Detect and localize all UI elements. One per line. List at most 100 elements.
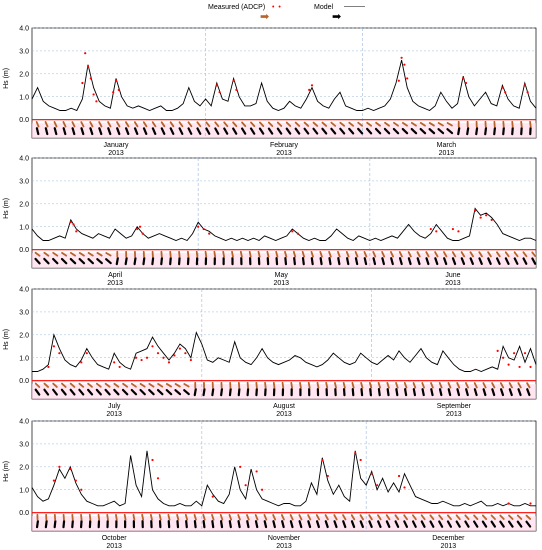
model-direction-arrow-icon	[385, 520, 391, 528]
measured-direction-arrow-icon	[34, 251, 41, 257]
model-direction-arrow-icon	[321, 127, 328, 135]
year-label: 2013	[273, 280, 289, 287]
measured-point	[504, 91, 507, 94]
measured-direction-arrow-icon	[508, 514, 514, 520]
measured-direction-arrow-icon	[386, 381, 390, 389]
measured-direction-arrow-icon	[214, 121, 220, 128]
measured-direction-arrow-icon	[43, 251, 50, 257]
measured-point	[244, 484, 247, 487]
y-tick-label: 0.0	[19, 247, 29, 254]
model-direction-arrow-icon	[53, 520, 57, 529]
measured-direction-arrow-icon	[425, 251, 430, 258]
model-direction-arrow-icon	[52, 388, 58, 396]
measured-point	[406, 77, 409, 80]
measured-direction-arrow-icon	[456, 382, 461, 389]
model-direction-arrow-icon	[35, 127, 40, 136]
model-direction-arrow-icon	[211, 520, 215, 529]
model-direction-arrow-icon	[193, 520, 197, 529]
model-direction-arrow-icon	[96, 258, 103, 265]
measured-direction-arrow-icon	[78, 382, 85, 388]
model-direction-arrow-icon	[89, 127, 94, 136]
measured-direction-arrow-icon	[464, 514, 470, 521]
measured-direction-arrow-icon	[438, 382, 443, 389]
model-direction-arrow-icon	[499, 520, 505, 528]
measured-point	[197, 225, 200, 228]
measured-point	[75, 230, 78, 233]
measured-direction-arrow-icon	[315, 514, 321, 521]
measured-point	[529, 502, 532, 505]
model-direction-arrow-icon	[272, 520, 276, 529]
measured-point	[457, 230, 460, 233]
model-direction-arrow-icon	[196, 127, 202, 135]
year-label: 2013	[108, 150, 124, 157]
measured-direction-arrow-icon	[186, 250, 190, 258]
measured-direction-arrow-icon	[465, 382, 469, 389]
measured-direction-arrow-icon	[420, 514, 426, 521]
model-direction-arrow-icon	[294, 127, 301, 135]
measured-direction-arrow-icon	[133, 121, 139, 128]
measured-direction-arrow-icon	[333, 514, 338, 521]
measured-direction-arrow-icon	[115, 513, 118, 521]
model-direction-arrow-icon	[130, 388, 138, 396]
measured-point	[189, 358, 192, 362]
measured-direction-arrow-icon	[390, 251, 394, 258]
model-direction-arrow-icon	[71, 520, 74, 529]
y-tick-label: 1.0	[19, 224, 29, 231]
y-tick-label: 4.0	[19, 156, 29, 163]
y-tick-label: 3.0	[19, 48, 29, 55]
model-direction-arrow-icon	[241, 127, 247, 135]
model-direction-arrow-icon	[516, 520, 523, 528]
model-direction-arrow-icon	[531, 257, 537, 265]
model-series-line	[31, 207, 537, 242]
measured-point	[397, 79, 400, 82]
y-tick-label: 0.0	[19, 378, 29, 385]
measured-direction-arrow-icon	[410, 121, 417, 127]
model-direction-arrow-icon	[78, 388, 85, 396]
model-direction-arrow-icon	[499, 388, 505, 397]
measured-point	[490, 218, 493, 221]
measured-point	[215, 84, 218, 87]
model-direction-arrow-icon	[183, 389, 190, 396]
model-direction-arrow-icon	[368, 520, 373, 528]
model-direction-arrow-icon	[416, 257, 421, 266]
year-label: 2013	[106, 411, 122, 418]
plot-area	[31, 288, 537, 400]
legend-measured-arrow-icon: ➡	[260, 11, 270, 23]
model-direction-arrow-icon	[142, 127, 148, 135]
model-direction-arrow-icon	[133, 257, 137, 266]
measured-direction-arrow-icon	[125, 121, 130, 128]
month-label: July	[108, 403, 121, 410]
measured-point	[114, 79, 118, 82]
measured-direction-arrow-icon	[525, 514, 532, 520]
measured-point	[118, 365, 121, 369]
model-direction-arrow-icon	[407, 257, 412, 266]
model-direction-arrow-icon	[285, 127, 292, 135]
measured-direction-arrow-icon	[481, 514, 488, 520]
measured-point	[523, 84, 526, 87]
measured-direction-arrow-icon	[254, 514, 259, 521]
model-direction-arrow-icon	[403, 520, 409, 528]
measured-direction-arrow-icon	[280, 514, 285, 521]
measured-direction-arrow-icon	[44, 121, 49, 128]
measured-point	[80, 488, 83, 491]
measured-direction-arrow-icon	[342, 381, 346, 389]
measured-direction-arrow-icon	[193, 513, 197, 521]
measured-direction-arrow-icon	[276, 121, 283, 127]
model-direction-arrow-icon	[87, 388, 94, 396]
measured-direction-arrow-icon	[526, 382, 531, 389]
model-direction-arrow-icon	[493, 127, 496, 136]
measured-direction-arrow-icon	[460, 251, 466, 258]
model-direction-arrow-icon	[60, 388, 67, 396]
model-direction-arrow-icon	[438, 520, 444, 528]
y-tick-label: 3.0	[19, 309, 29, 316]
model-direction-arrow-icon	[80, 127, 85, 136]
measured-point	[113, 361, 116, 364]
measured-direction-arrow-icon	[98, 121, 103, 128]
direction-band	[32, 123, 536, 138]
measured-direction-arrow-icon	[272, 514, 277, 521]
year-label: 2013	[439, 150, 455, 157]
measured-direction-arrow-icon	[496, 251, 501, 258]
measured-direction-arrow-icon	[513, 251, 519, 258]
measured-direction-arrow-icon	[294, 121, 301, 127]
measured-direction-arrow-icon	[377, 514, 382, 521]
